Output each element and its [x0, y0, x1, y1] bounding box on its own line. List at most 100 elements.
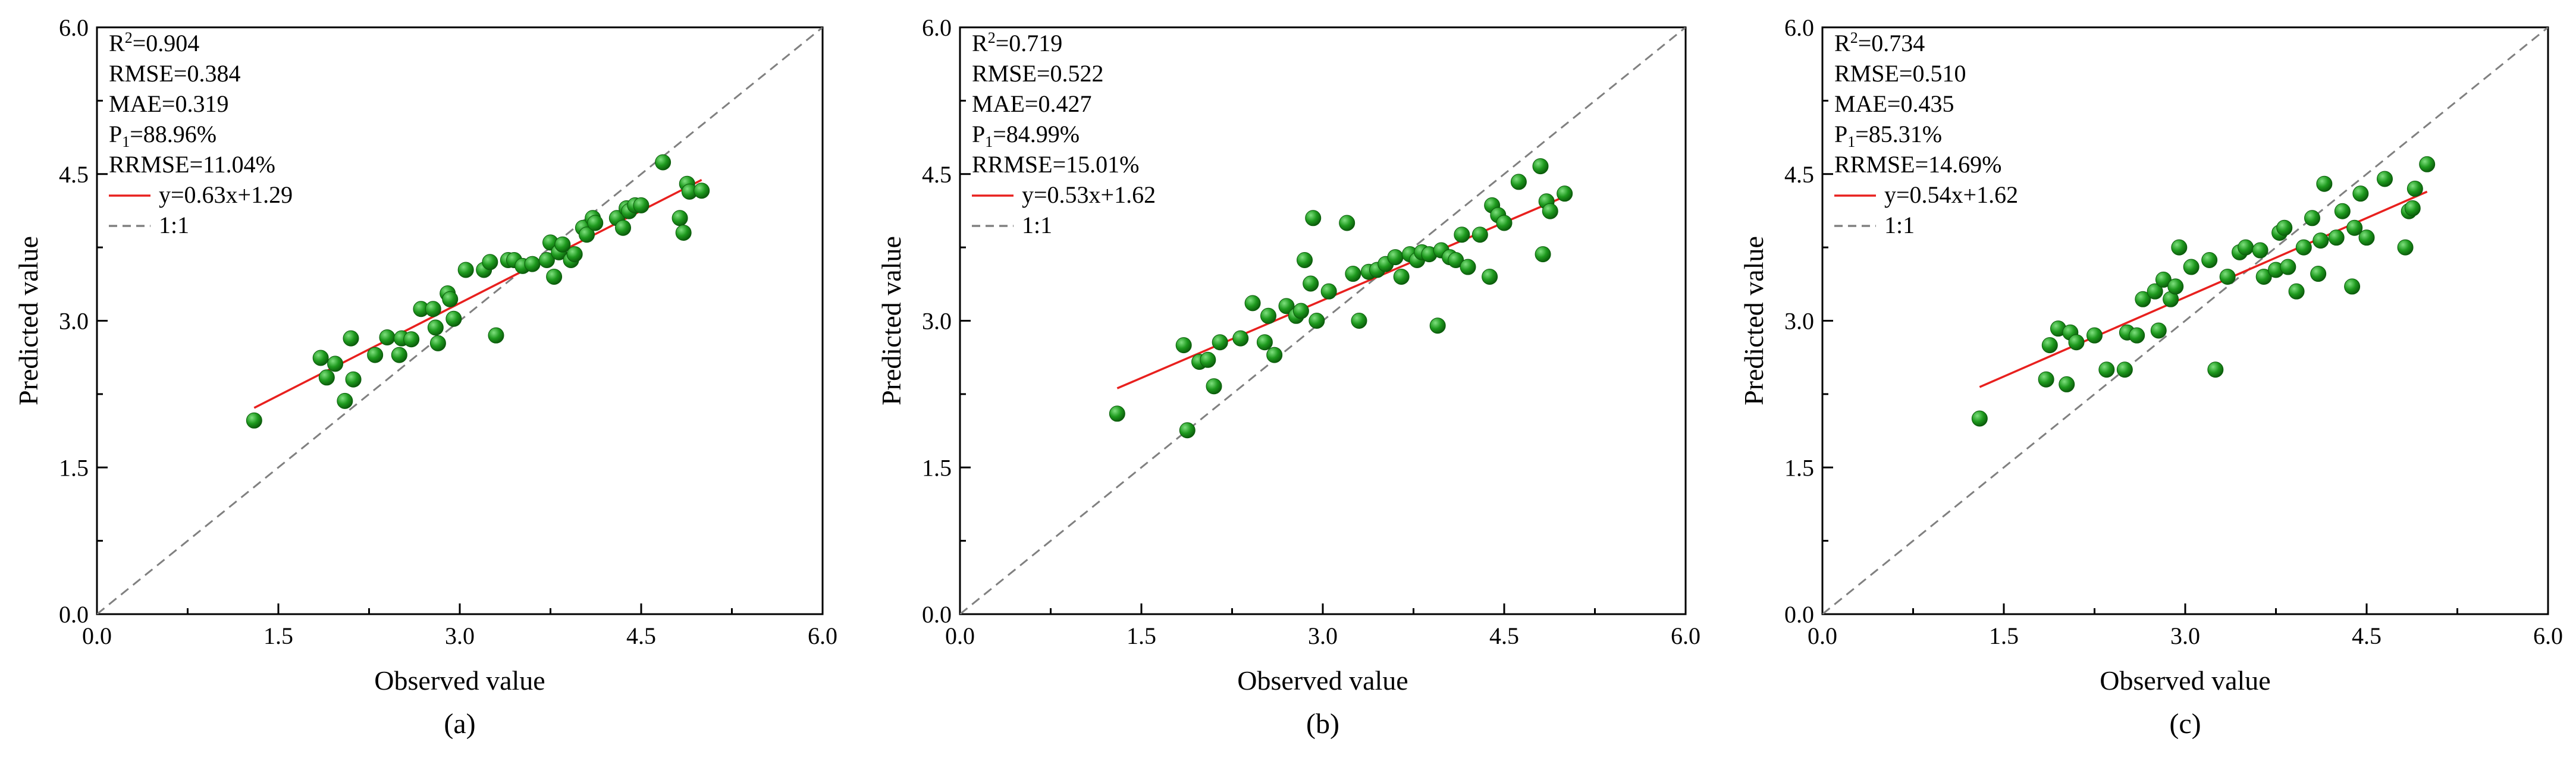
data-point: [1175, 337, 1192, 354]
data-point: [1482, 268, 1498, 285]
data-point: [2135, 291, 2151, 307]
y-tick-label: 1.5: [922, 454, 952, 481]
x-tick-label: 1.5: [1989, 622, 2019, 649]
data-point: [2276, 219, 2293, 236]
stat-line: RMSE=0.384: [109, 60, 240, 87]
data-point: [675, 224, 692, 241]
data-point: [1266, 347, 1283, 363]
data-point: [1557, 185, 1573, 202]
data-point: [1496, 215, 1513, 231]
y-tick-label: 4.5: [922, 161, 952, 188]
data-point: [1339, 215, 1356, 231]
data-point: [633, 197, 650, 213]
legend-label: 1:1: [1884, 212, 1915, 238]
x-tick-label: 1.5: [1127, 622, 1156, 649]
data-point: [1510, 174, 1527, 190]
legend-label: y=0.54x+1.62: [1884, 181, 2018, 208]
data-point: [2038, 371, 2054, 388]
data-point: [1109, 405, 1125, 422]
data-point: [1429, 317, 1446, 334]
data-point: [1345, 266, 1361, 282]
data-point: [2295, 239, 2312, 256]
data-point: [2316, 175, 2333, 192]
fit-line: [1116, 195, 1565, 389]
x-tick-label: 3.0: [1308, 622, 1338, 649]
stat-line: RMSE=0.522: [972, 60, 1103, 87]
x-axis-title: Observed value: [374, 665, 545, 696]
legend-label: y=0.53x+1.62: [1022, 181, 1156, 208]
data-point: [1232, 330, 1249, 347]
data-point: [2288, 283, 2305, 300]
y-tick-label: 4.5: [1784, 161, 1814, 188]
data-point: [445, 310, 462, 327]
data-point: [427, 319, 444, 336]
data-point: [1212, 334, 1228, 351]
data-point: [379, 329, 396, 345]
data-point: [2352, 185, 2369, 202]
data-point: [2397, 239, 2414, 256]
x-tick-label: 6.0: [2533, 622, 2563, 649]
data-point: [1206, 378, 1222, 395]
data-point: [694, 183, 710, 199]
data-point: [343, 330, 359, 347]
data-point: [2304, 210, 2320, 227]
data-point: [2068, 334, 2085, 351]
y-tick-label: 6.0: [1784, 14, 1814, 41]
y-tick-label: 0.0: [59, 601, 89, 628]
data-point: [312, 350, 329, 366]
panel-label: (c): [2169, 708, 2201, 740]
x-axis-title: Observed value: [1237, 665, 1408, 696]
data-point: [2334, 203, 2351, 219]
data-point: [1305, 210, 1322, 227]
data-point: [1535, 246, 1551, 263]
chart-panel-a: 0.0 1.5 3.0 4.5 6.0 0.0 1.5 3.0 4.5 6.0 Observed v…: [13, 14, 837, 740]
data-point: [2167, 278, 2184, 295]
y-axis-title: Predicted value: [876, 236, 906, 405]
data-point: [2041, 337, 2058, 354]
data-point: [2406, 180, 2423, 197]
data-point: [2098, 361, 2115, 378]
data-point: [1393, 268, 1410, 285]
data-point: [429, 335, 446, 351]
data-point: [538, 252, 555, 269]
stat-line: MAE=0.319: [109, 90, 228, 117]
data-point: [2238, 239, 2254, 256]
plot-area: [960, 27, 1686, 614]
data-point: [318, 369, 335, 386]
data-point: [1448, 252, 1464, 269]
data-point: [1454, 227, 1470, 243]
y-tick-label: 6.0: [59, 14, 89, 41]
data-point: [2419, 156, 2436, 172]
data-point: [2171, 239, 2188, 256]
data-point: [1542, 203, 1558, 219]
data-point: [1471, 227, 1488, 243]
y-tick-label: 1.5: [59, 454, 89, 481]
x-tick-label: 0.0: [82, 622, 112, 649]
data-point: [1292, 303, 1309, 319]
stat-line: R2=0.734: [1834, 29, 1925, 56]
data-point: [367, 347, 384, 363]
y-tick-label: 4.5: [59, 161, 89, 188]
y-tick-label: 1.5: [1784, 454, 1814, 481]
stat-line: R2=0.719: [972, 29, 1062, 56]
data-point: [1303, 275, 1319, 292]
data-point: [345, 371, 362, 388]
y-tick-label: 0.0: [1784, 601, 1814, 628]
stat-line: P1=85.31%: [1834, 121, 1942, 150]
data-point: [2150, 322, 2167, 339]
x-tick-label: 3.0: [2170, 622, 2200, 649]
data-point: [391, 347, 407, 363]
data-point: [2252, 242, 2268, 259]
stat-line: RRMSE=14.69%: [1834, 151, 2001, 178]
data-point: [2255, 268, 2272, 285]
data-point: [566, 246, 583, 263]
data-point: [403, 331, 420, 348]
x-tick-label: 6.0: [808, 622, 837, 649]
data-point: [1460, 259, 1476, 275]
data-point: [2147, 283, 2163, 300]
data-point: [1260, 307, 1276, 324]
x-tick-label: 4.5: [2352, 622, 2382, 649]
data-point: [457, 262, 474, 278]
data-point: [554, 236, 571, 253]
